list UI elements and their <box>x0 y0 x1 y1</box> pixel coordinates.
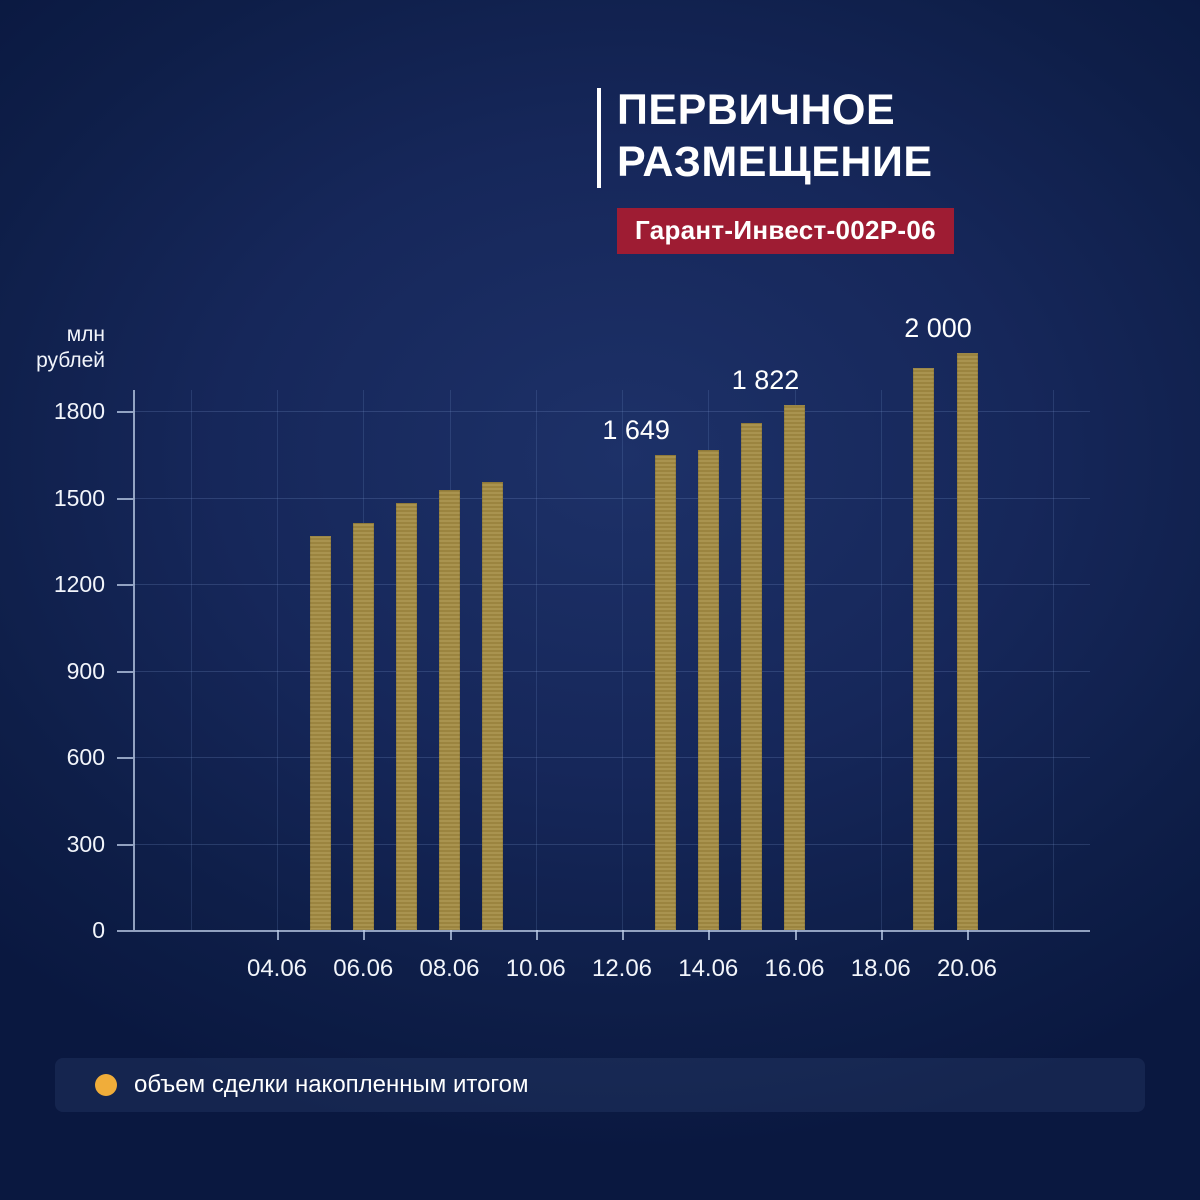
y-axis-tick-label: 1200 <box>53 571 105 597</box>
page-title-line2: РАЗМЕЩЕНИЕ <box>617 138 933 186</box>
legend-label: объем сделки накопленным итогом <box>134 1071 529 1098</box>
y-axis-line <box>133 390 135 930</box>
y-axis-unit-line2: рублей <box>36 349 105 372</box>
y-axis-tick-label: 900 <box>66 657 105 684</box>
bond-name-badge: Гарант-Инвест-002Р-06 <box>617 208 954 254</box>
y-axis-tick <box>117 843 133 846</box>
x-axis-tick-label: 08.06 <box>419 955 480 982</box>
gridline-vertical <box>535 390 537 930</box>
y-axis-tick-label: 1800 <box>53 398 105 424</box>
y-axis-tick <box>117 930 133 932</box>
x-axis-tick-label: 20.06 <box>936 955 998 982</box>
x-axis-tick <box>622 930 624 940</box>
chart-legend: объем сделки накопленным итогом <box>55 1058 1145 1112</box>
bar <box>352 523 374 930</box>
bar-value-label: 1 649 <box>602 414 670 445</box>
x-axis-tick <box>363 930 366 940</box>
gridline-horizontal <box>133 670 1090 672</box>
page-title: ПЕРВИЧНОЕ РАЗМЕЩЕНИЕ <box>617 84 933 188</box>
bar <box>439 490 460 930</box>
x-axis-tick-label: 18.06 <box>850 955 911 982</box>
page-title-line1: ПЕРВИЧНОЕ <box>617 86 896 134</box>
bar <box>740 422 762 930</box>
y-axis-tick <box>117 757 133 759</box>
legend-marker-icon <box>95 1074 117 1096</box>
bar <box>697 449 719 930</box>
x-axis-tick-label: 12.06 <box>591 955 653 982</box>
y-axis-unit-line1: млн <box>66 323 105 346</box>
gridline-vertical <box>277 390 278 930</box>
gridline-vertical <box>880 390 882 930</box>
bar-value-label: 1 822 <box>731 364 800 395</box>
y-axis-tick-label: 300 <box>66 830 105 857</box>
x-axis-tick-label: 06.06 <box>333 955 394 982</box>
y-axis-tick <box>117 584 133 586</box>
gridline-vertical <box>190 390 192 930</box>
x-axis-tick <box>880 930 883 940</box>
gridline-horizontal <box>133 497 1090 499</box>
bar <box>956 353 978 930</box>
x-axis-tick-label: 10.06 <box>505 955 566 982</box>
x-axis-tick <box>535 930 538 940</box>
bar-value-label: 2 000 <box>904 313 972 344</box>
gridline-horizontal <box>133 843 1090 845</box>
bar <box>309 536 331 930</box>
bar <box>395 503 417 930</box>
x-axis-tick-label: 04.06 <box>246 955 308 982</box>
gridline-horizontal <box>133 584 1090 585</box>
x-axis-tick <box>277 930 279 940</box>
bar <box>482 481 504 930</box>
gridline-horizontal <box>133 757 1090 758</box>
bar <box>654 454 676 930</box>
y-axis-tick-label: 600 <box>66 744 105 770</box>
x-axis-tick-label: 16.06 <box>764 955 825 982</box>
x-axis-line <box>133 930 1090 932</box>
y-axis-tick-label: 0 <box>92 917 105 943</box>
bar <box>913 367 935 930</box>
gridline-vertical <box>1053 390 1055 930</box>
y-axis-tick <box>117 670 133 673</box>
gridline-vertical <box>622 390 623 930</box>
y-axis-unit-label: млн рублей <box>15 322 105 374</box>
x-axis-tick <box>708 930 711 940</box>
title-divider <box>597 88 601 188</box>
x-axis-tick <box>449 930 452 940</box>
y-axis-tick-label: 1500 <box>53 484 105 511</box>
bar <box>784 404 805 930</box>
x-axis-tick-label: 14.06 <box>678 955 739 982</box>
y-axis-tick <box>117 497 133 500</box>
x-axis-tick <box>967 930 969 940</box>
y-axis-tick <box>117 411 133 413</box>
gridline-horizontal <box>133 411 1090 412</box>
x-axis-tick <box>794 930 797 940</box>
